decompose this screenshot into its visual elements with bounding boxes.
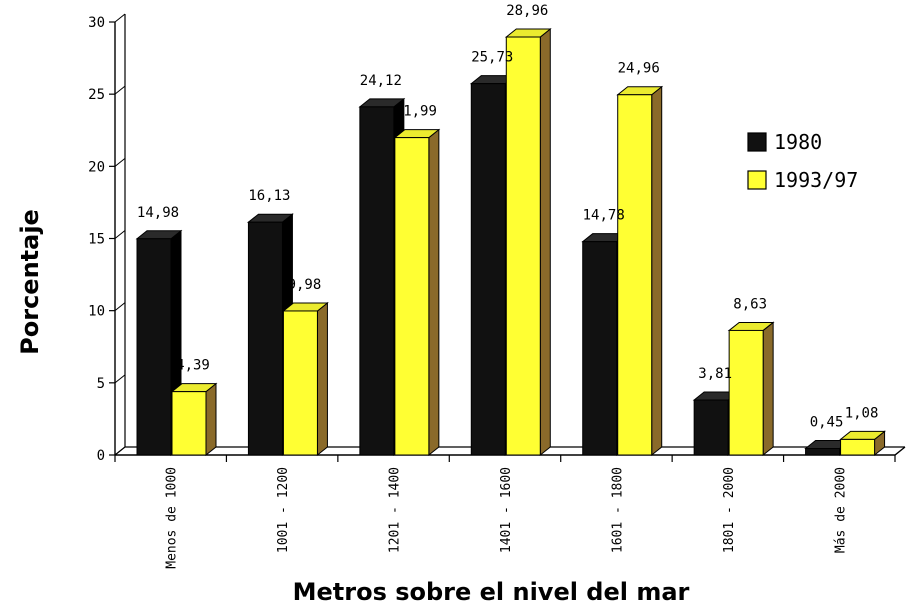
data-label: 0,45 [810, 415, 844, 431]
category-label: 1801 - 2000 [722, 467, 737, 553]
legend-item: 1980 [747, 130, 822, 154]
bar-side [428, 128, 440, 457]
y-tick-depth [114, 157, 126, 167]
bar-front [394, 137, 430, 456]
data-label: 9,98 [288, 277, 322, 293]
bar-series2 [727, 321, 775, 457]
data-label: 14,98 [137, 205, 179, 221]
legend-swatch [747, 170, 767, 190]
data-label: 16,13 [248, 188, 290, 204]
data-label: 25,73 [471, 50, 513, 66]
y-tick-label: 30 [88, 15, 105, 31]
bar-series2 [839, 430, 886, 457]
bar-side [651, 85, 663, 457]
bar-side [539, 27, 551, 457]
category-label: 1601 - 1800 [610, 467, 625, 553]
x-axis-title: Metros sobre el nivel del mar [293, 578, 690, 606]
data-label: 8,63 [733, 296, 767, 312]
bar-side [762, 321, 774, 457]
y-tick-label: 10 [88, 304, 105, 320]
data-label: 1,08 [845, 405, 879, 421]
category-label: Más de 2000 [833, 467, 848, 553]
y-tick-depth [114, 13, 126, 23]
bar-front [359, 106, 395, 456]
y-tick-depth [114, 374, 126, 384]
y-tick-depth [114, 446, 126, 456]
legend-swatch [747, 132, 767, 152]
category-labels: Menos de 1000 1001 - 1200 1201 - 1400 1401 … [165, 467, 849, 569]
y-tick-label: 25 [88, 87, 105, 103]
y-tick-label: 5 [97, 376, 105, 392]
bar-front [693, 399, 729, 456]
data-label: 28,96 [506, 3, 548, 19]
legend-label: 1993/97 [774, 168, 858, 192]
bar-series2 [170, 382, 218, 457]
y-tick-label: 15 [88, 232, 105, 248]
bar-front [505, 36, 541, 456]
bar-series2 [504, 27, 552, 457]
y-tick-label: 20 [88, 159, 105, 175]
bar-front [805, 448, 841, 456]
bar-front [728, 329, 764, 456]
legend-label: 1980 [774, 130, 822, 154]
bar-front [582, 241, 618, 456]
bar-front [171, 391, 207, 456]
bar-series2 [282, 301, 329, 457]
data-label: 24,96 [618, 61, 660, 77]
bar-side [205, 382, 217, 457]
legend: 1980 1993/97 [747, 130, 858, 192]
legend-item: 1993/97 [747, 168, 858, 192]
bar-front [470, 83, 506, 456]
bar-front [282, 310, 318, 456]
y-tick-depth [114, 85, 126, 95]
y-tick-depth [114, 230, 126, 239]
bar-side [316, 301, 328, 457]
data-label: 24,12 [360, 73, 402, 89]
data-label: 4,39 [176, 358, 210, 374]
category-label: 1401 - 1600 [499, 467, 514, 553]
data-label: 21,99 [395, 104, 437, 120]
bar-front [247, 221, 283, 456]
data-label: 3,81 [698, 366, 732, 382]
y-tick-label: 0 [97, 448, 105, 464]
bar-series2 [393, 128, 441, 457]
category-label: Menos de 1000 [165, 467, 180, 569]
bar-front [617, 94, 653, 456]
bar-marks [135, 27, 886, 457]
bar-series2 [616, 85, 664, 457]
bar-series1 [581, 232, 629, 457]
y-axis-title: Porcentaje [16, 209, 44, 355]
data-label: 14,78 [583, 208, 625, 224]
bar-front [136, 238, 172, 456]
bar-front [840, 438, 876, 456]
category-label: 1001 - 1200 [276, 467, 291, 553]
y-tick-depth [114, 302, 126, 312]
category-label: 1201 - 1400 [388, 467, 403, 553]
data-labels: 14,98 4,39 16,13 9,98 24,12 21,99 25,73 28,96 14… [137, 3, 879, 430]
